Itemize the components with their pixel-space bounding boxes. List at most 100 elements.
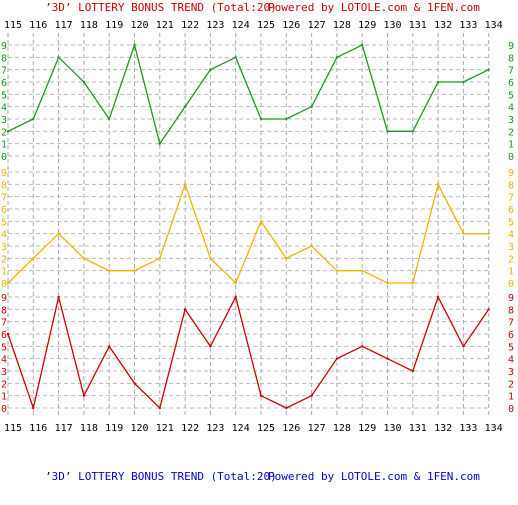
data-point: [6, 130, 10, 133]
y-tick-label-left: 2: [1, 127, 7, 138]
x-tick-label-top: 123: [206, 20, 224, 31]
y-tick-label-right: 9: [508, 41, 514, 52]
data-point: [335, 56, 339, 59]
data-point: [133, 43, 136, 47]
y-tick-label-right: 4: [508, 355, 514, 366]
y-tick-label-right: 5: [508, 217, 514, 228]
y-tick-label-left: 7: [1, 66, 7, 77]
data-point: [411, 130, 414, 133]
data-point: [183, 105, 187, 108]
data-point: [335, 357, 339, 360]
y-tick-label-right: 2: [508, 127, 514, 138]
y-tick-label-left: 8: [1, 305, 7, 316]
data-point: [209, 68, 212, 71]
data-point: [335, 269, 339, 272]
x-tick-label-bottom: 115: [4, 423, 22, 434]
data-point: [259, 220, 263, 223]
y-tick-label-right: 8: [508, 53, 514, 64]
y-tick-label-left: 1: [1, 140, 7, 151]
data-point: [32, 117, 35, 121]
y-tick-label-left: 6: [1, 78, 7, 89]
y-tick-label-right: 6: [508, 330, 514, 341]
x-tick-label-bottom: 124: [232, 423, 250, 434]
y-tick-label-right: 0: [508, 404, 514, 415]
y-tick-label-right: 7: [508, 193, 514, 204]
y-tick-label-right: 4: [508, 103, 514, 114]
y-tick-label-right: 0: [508, 279, 514, 290]
data-point: [82, 394, 86, 397]
chart-title-top: ’3D’ LOTTERY BONUS TREND (Total:20): [45, 1, 277, 14]
y-tick-label-left: 3: [1, 367, 7, 378]
x-tick-label-top: 128: [333, 20, 351, 31]
series-line-1: [7, 42, 489, 146]
data-point: [436, 295, 440, 299]
x-tick-label-top: 121: [156, 20, 174, 31]
y-tick-label-left: 4: [1, 103, 7, 114]
x-tick-label-top: 129: [358, 20, 376, 31]
x-tick-label-bottom: 119: [105, 423, 123, 434]
data-point: [6, 281, 10, 285]
x-tick-label-top: 130: [383, 20, 401, 31]
x-tick-label-top: 127: [308, 20, 326, 31]
x-tick-label-bottom: 116: [29, 423, 47, 434]
grid: [7, 33, 490, 418]
data-point: [386, 130, 389, 133]
y-tick-label-left: 2: [1, 379, 7, 390]
y-tick-label-left: 7: [1, 318, 7, 329]
y-tick-label-right: 4: [508, 230, 514, 241]
y-tick-label-right: 2: [508, 379, 514, 390]
y-tick-label-right: 0: [508, 152, 514, 163]
y-tick-label-right: 3: [508, 367, 514, 378]
data-point: [361, 43, 364, 47]
x-tick-label-bottom: 130: [383, 423, 401, 434]
data-point: [234, 281, 237, 285]
x-axis-bottom: 115 116 117 118 119 120 121 122 123 124 125 126 127 1…: [4, 423, 503, 434]
data-point: [108, 345, 111, 348]
data-point: [361, 269, 364, 272]
data-point: [158, 257, 161, 260]
x-tick-label-top: 124: [232, 20, 250, 31]
data-point: [436, 183, 440, 186]
y-tick-label-right: 8: [508, 305, 514, 316]
y-tick-label-right: 8: [508, 180, 514, 191]
x-tick-label-top: 126: [282, 20, 300, 31]
x-tick-label-bottom: 125: [257, 423, 275, 434]
x-tick-label-top: 117: [55, 20, 73, 31]
data-point: [310, 105, 313, 108]
data-point: [411, 281, 414, 285]
chart-credit-bottom: Powered by LOTOLE.com & 1FEN.com: [268, 470, 480, 483]
x-tick-label-top: 134: [485, 20, 503, 31]
data-point: [108, 117, 111, 121]
data-point: [133, 382, 136, 385]
y-tick-label-left: 0: [1, 404, 7, 415]
data-point: [234, 295, 237, 299]
x-tick-label-bottom: 123: [206, 423, 224, 434]
x-tick-label-bottom: 126: [282, 423, 300, 434]
chart-credit-top: Powered by LOTOLE.com & 1FEN.com: [268, 1, 480, 14]
y-tick-label-right: 3: [508, 115, 514, 126]
data-point: [209, 257, 212, 260]
data-point: [57, 232, 60, 235]
data-point: [209, 345, 212, 348]
y-tick-label-left: 2: [1, 254, 7, 265]
x-tick-label-bottom: 133: [459, 423, 477, 434]
x-tick-label-top: 133: [459, 20, 477, 31]
x-tick-label-bottom: 127: [308, 423, 326, 434]
y-tick-label-right: 7: [508, 318, 514, 329]
x-tick-label-bottom: 134: [485, 423, 503, 434]
y-tick-label-right: 6: [508, 205, 514, 216]
data-point: [310, 244, 313, 248]
chart-title-bottom: ’3D’ LOTTERY BONUS TREND (Total:20): [45, 470, 277, 483]
y-tick-label-left: 5: [1, 90, 7, 101]
data-point: [82, 257, 86, 260]
data-point: [133, 269, 136, 272]
y-tick-label-left: 4: [1, 355, 7, 366]
y-tick-label-left: 1: [1, 392, 7, 403]
y-tick-label-left: 0: [1, 152, 7, 163]
data-point: [411, 369, 414, 373]
y-tick-label-left: 6: [1, 205, 7, 216]
data-point: [32, 257, 35, 260]
y-tick-label-right: 2: [508, 254, 514, 265]
data-point: [487, 68, 490, 71]
